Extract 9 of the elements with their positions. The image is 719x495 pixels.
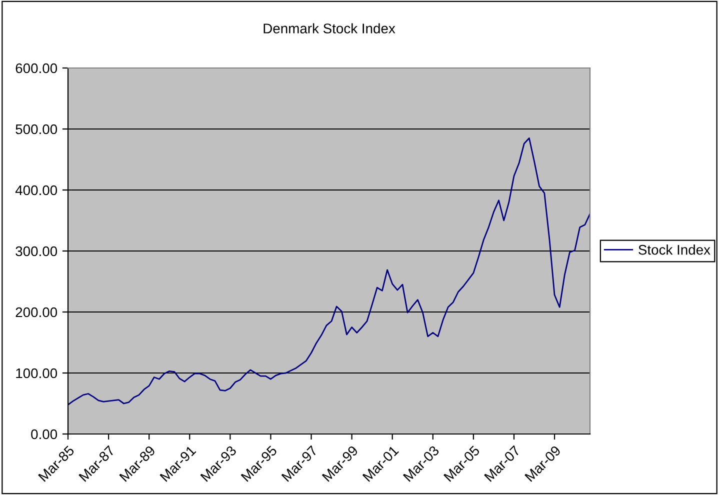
y-tick-label: 200.00 <box>16 307 58 318</box>
y-tick-label: 500.00 <box>16 124 58 134</box>
y-tick-label: 300.00 <box>16 246 58 256</box>
y-tick-label: 100.00 <box>16 368 58 378</box>
chart-title: Denmark Stock Index <box>264 23 396 34</box>
y-tick-label: 600.00 <box>16 63 58 74</box>
y-tick-label: 400.00 <box>15 185 58 196</box>
y-tick-label: 0.00 <box>31 429 58 440</box>
legend-label: Stock Index <box>638 244 710 255</box>
